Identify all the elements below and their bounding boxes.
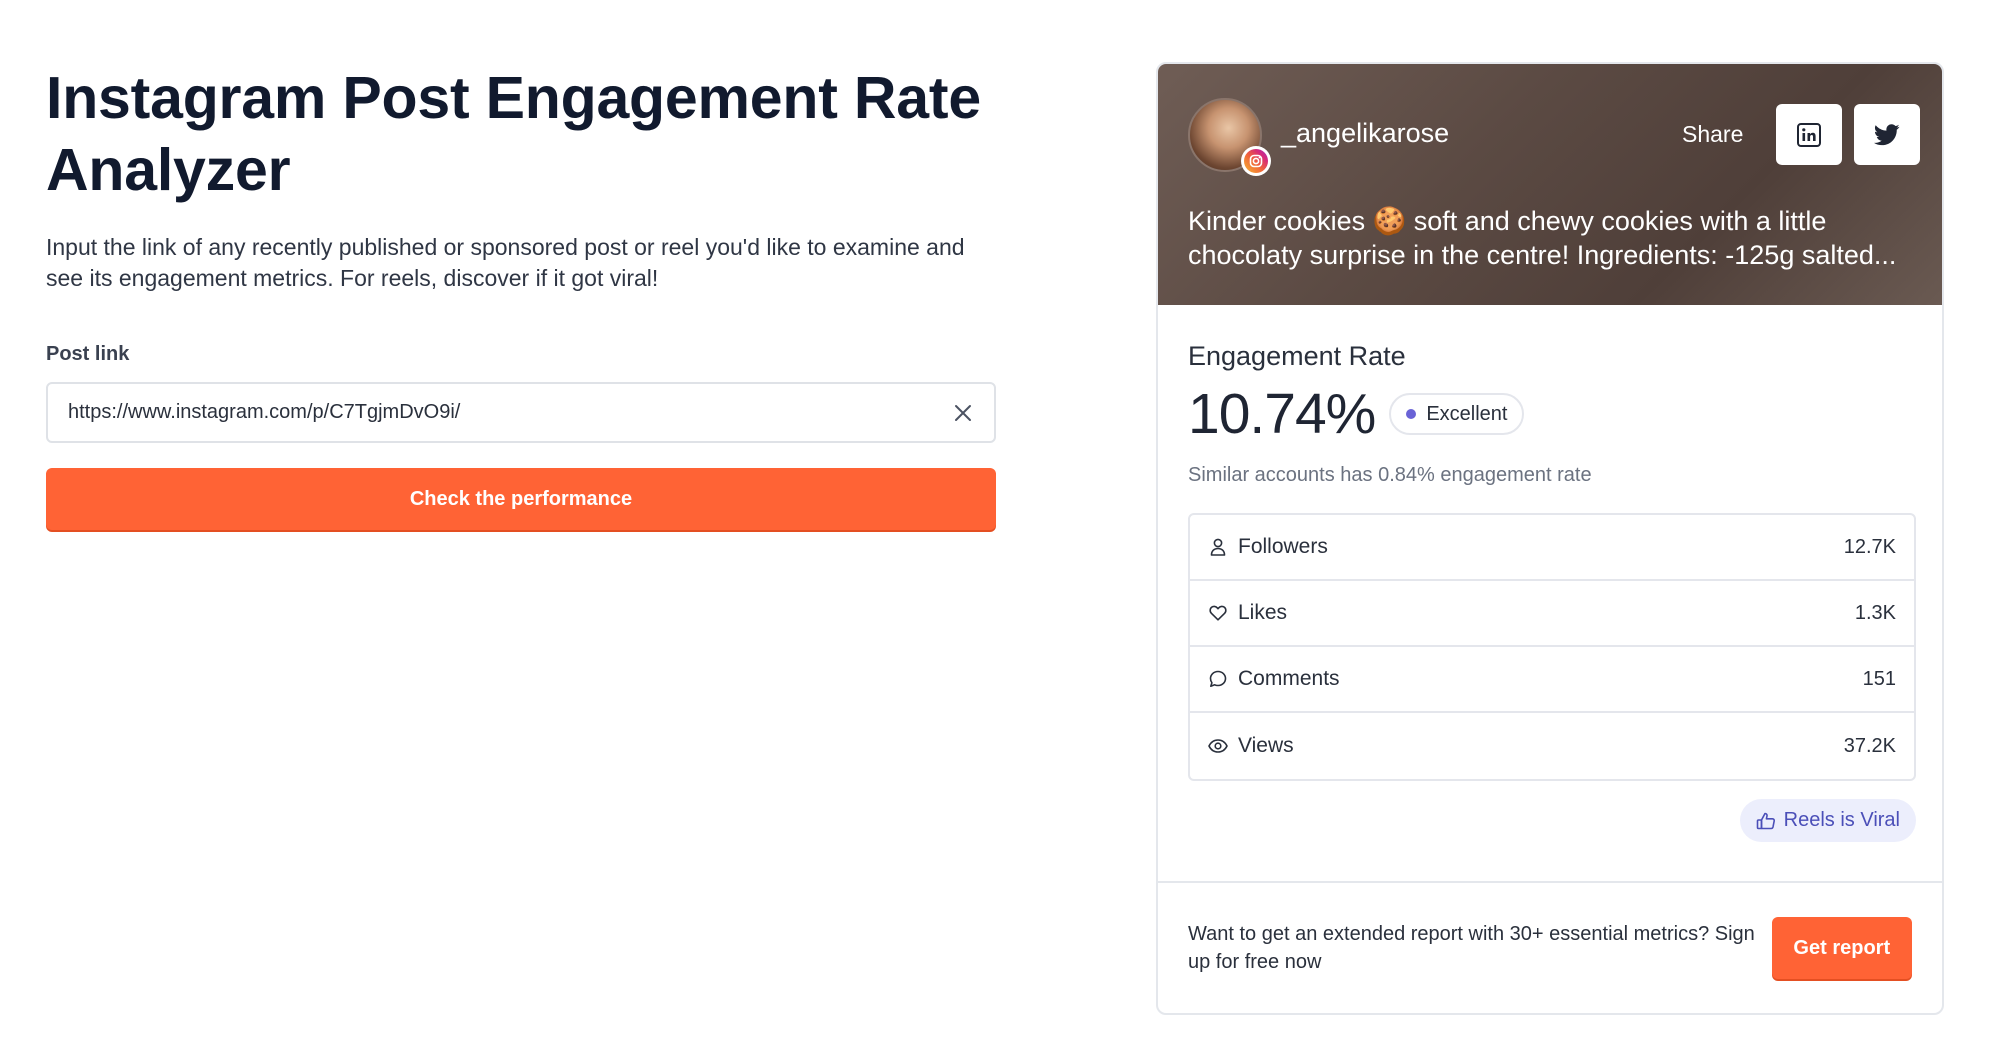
check-performance-button[interactable]: Check the performance [46, 468, 996, 530]
avatar [1188, 98, 1262, 172]
post-link-input[interactable] [68, 401, 952, 424]
linkedin-share-button[interactable] [1776, 104, 1842, 165]
metric-row-comments: Comments 151 [1190, 647, 1914, 713]
result-card: _angelikarose Share Kinder cookies 🍪 sof… [1156, 62, 1944, 1015]
page-description: Input the link of any recently published… [46, 234, 965, 291]
metric-row-followers: Followers 12.7K [1190, 515, 1914, 581]
post-link-label: Post link [46, 343, 130, 365]
post-link-field [46, 382, 996, 443]
report-footer: Want to get an extended report with 30+ … [1158, 881, 1942, 1013]
metric-label: Views [1238, 734, 1294, 757]
engagement-rate-label: Engagement Rate [1188, 341, 1406, 371]
status-badge-label: Excellent [1426, 402, 1508, 425]
metric-row-views: Views 37.2K [1190, 713, 1914, 779]
eye-icon [1208, 736, 1228, 756]
similar-accounts-text: Similar accounts has 0.84% engagement ra… [1188, 464, 1592, 486]
username: _angelikarose [1281, 118, 1450, 148]
page-title: Instagram Post Engagement Rate Analyzer [46, 65, 981, 203]
close-icon[interactable] [952, 402, 974, 424]
viral-label: Reels is Viral [1783, 809, 1900, 831]
metric-label: Likes [1238, 601, 1288, 624]
get-report-button[interactable]: Get report [1771, 917, 1912, 979]
metric-row-likes: Likes 1.3K [1190, 581, 1914, 647]
share-label: Share [1682, 121, 1744, 147]
report-promo-text: Want to get an extended report with 30+ … [1188, 923, 1755, 973]
metric-label: Followers [1238, 535, 1328, 558]
instagram-icon [1241, 146, 1271, 176]
metric-value: 37.2K [1843, 734, 1896, 757]
metrics-table: Followers 12.7K Likes 1.3K [1188, 513, 1916, 781]
engagement-section: Engagement Rate 10.74% Excellent Similar… [1158, 305, 1942, 842]
post-caption: Kinder cookies 🍪 soft and chewy cookies … [1188, 206, 1897, 270]
metric-label: Comments [1238, 667, 1340, 690]
post-header: _angelikarose Share Kinder cookies 🍪 sof… [1158, 64, 1942, 305]
linkedin-icon [1797, 122, 1821, 147]
metric-value: 12.7K [1843, 535, 1896, 558]
comment-icon [1208, 669, 1228, 689]
analyzer-form: Instagram Post Engagement Rate Analyzer … [46, 62, 996, 530]
status-dot-icon [1406, 409, 1417, 419]
metric-value: 1.3K [1854, 601, 1896, 624]
engagement-rate-value: 10.74% [1188, 382, 1376, 446]
status-badge: Excellent [1389, 393, 1525, 435]
metric-value: 151 [1862, 667, 1896, 690]
twitter-icon [1874, 123, 1900, 145]
user-icon [1208, 537, 1228, 557]
heart-icon [1208, 603, 1228, 623]
thumbs-up-icon [1756, 812, 1776, 830]
twitter-share-button[interactable] [1854, 104, 1920, 165]
viral-badge: Reels is Viral [1739, 799, 1916, 842]
